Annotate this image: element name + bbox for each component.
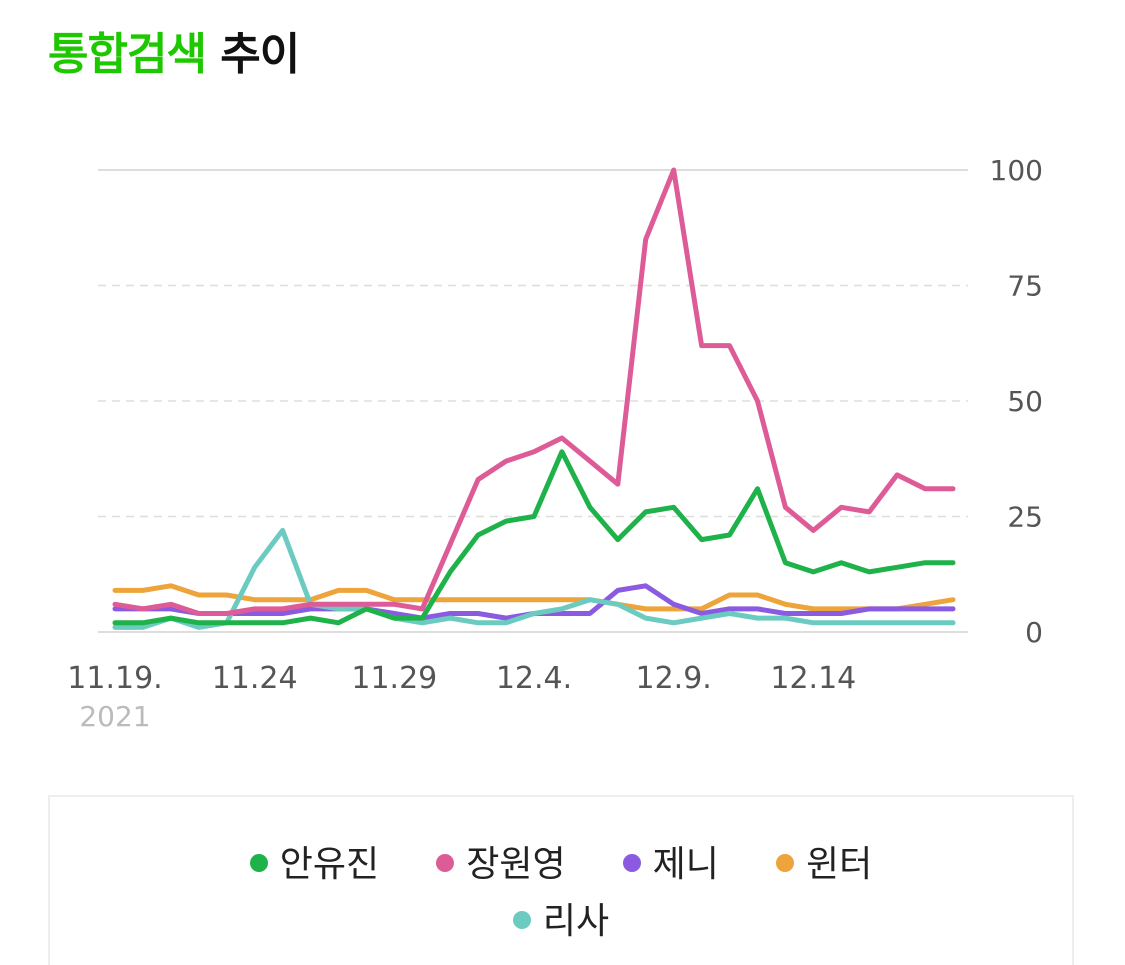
x-tick-label: 11.19. [67, 661, 162, 696]
legend-label: 제니 [652, 844, 719, 885]
chart-title: 통합검색 추이 [48, 18, 300, 82]
year-label: 2021 [79, 700, 150, 733]
line-chart: 0 25 50 75 100 11.19. 11.24 11.29 12.4. 12.9. 12.1… [67, 154, 1043, 733]
y-tick-label: 25 [1007, 501, 1043, 534]
legend-dot-icon [249, 854, 268, 872]
y-tick-label: 75 [1007, 270, 1043, 303]
y-tick-label: 100 [990, 154, 1043, 187]
legend-label: 윈터 [806, 844, 873, 885]
y-tick-label: 0 [1025, 616, 1043, 649]
series-line-0 [112, 449, 956, 626]
legend-item-anyujin[interactable]: 안유진 [249, 835, 380, 887]
legend-label: 장원영 [466, 844, 566, 885]
x-tick-label: 12.4. [496, 661, 572, 696]
legend-label: 리사 [542, 901, 610, 942]
title-rest: 추이 [220, 29, 300, 80]
series-line-3 [112, 583, 956, 612]
legend-item-lisa[interactable]: 리사 [512, 892, 610, 944]
legend-item-jennie[interactable]: 제니 [622, 835, 719, 887]
series-line-4 [112, 527, 956, 630]
legend-item-winter[interactable]: 윈터 [776, 835, 872, 887]
y-tick-label: 50 [1007, 385, 1043, 418]
x-tick-label: 11.29 [351, 661, 437, 696]
legend-dot-icon [776, 854, 795, 872]
legend-dot-icon [512, 911, 531, 929]
x-tick-label: 11.24 [212, 661, 298, 696]
legend-row: 안유진 장원영 제니 윈터 [50, 835, 1072, 887]
legend-item-jangwonyoung[interactable]: 장원영 [436, 835, 566, 887]
legend-label: 안유진 [279, 844, 380, 885]
chart-legend: 안유진 장원영 제니 윈터 리사 [48, 795, 1074, 965]
legend-dot-icon [436, 854, 455, 872]
legend-dot-icon [622, 854, 641, 872]
title-accent: 통합검색 [48, 29, 207, 80]
x-tick-label: 12.14 [770, 661, 856, 696]
series-line-1 [112, 167, 956, 616]
legend-row: 리사 [50, 892, 1072, 944]
x-tick-label: 12.9. [635, 661, 711, 696]
